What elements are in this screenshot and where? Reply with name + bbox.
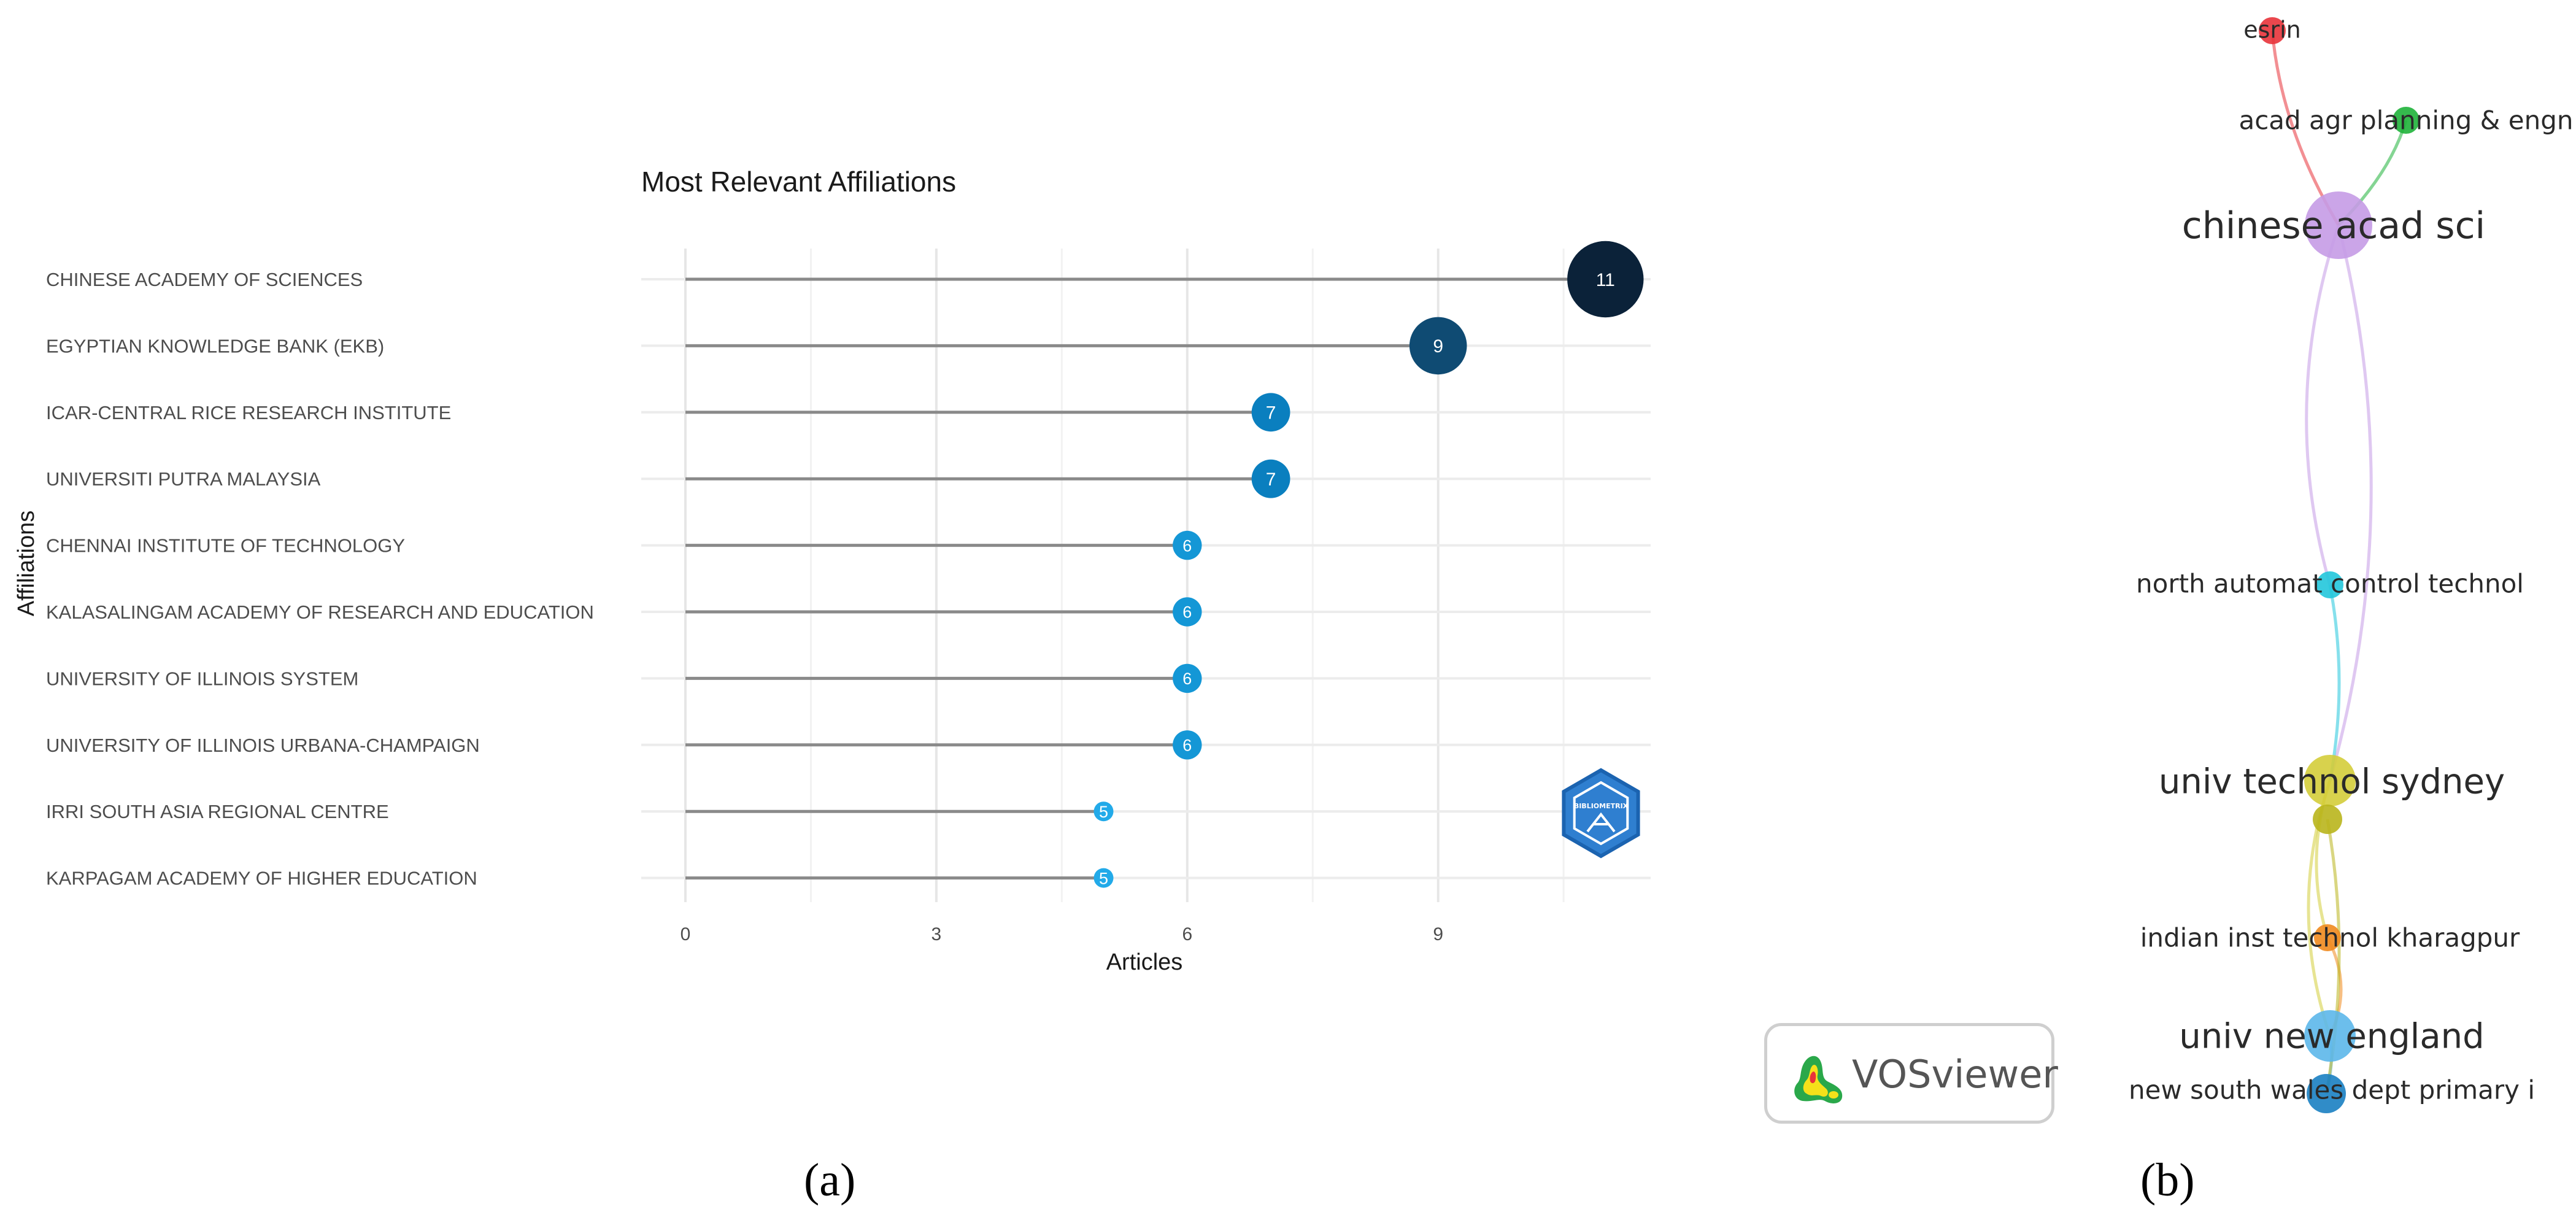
lollipop-point [1173,730,1202,760]
network-node-label: chinese acad sci [2182,204,2485,247]
lollipop-point [1173,530,1202,560]
data-label: 7 [1266,469,1276,490]
lollipop-point [1409,317,1467,375]
x-tick-label: 9 [1433,924,1443,944]
lollipop-point [1093,801,1114,822]
network-node [2304,1010,2356,1062]
network-node [2304,755,2356,806]
network-node-label: indian inst technol kharagpur [2140,923,2520,953]
data-label: 7 [1266,403,1276,423]
lollipop-point [1251,459,1290,498]
data-label: 6 [1182,536,1192,555]
lollipop-point [1567,241,1644,318]
x-tick-label: 0 [681,924,691,944]
y-axis-title: Affiliations [13,511,39,617]
x-tick-label: 3 [931,924,942,944]
category-label: IRRI SOUTH ASIA REGIONAL CENTRE [46,801,389,822]
vosviewer-label: VOSviewer [1852,1052,2058,1097]
data-label: 6 [1182,736,1192,755]
network-node [2313,805,2342,834]
data-label: 11 [1596,270,1615,290]
data-label: 5 [1099,869,1108,887]
lollipop-point [1173,663,1202,693]
network-node [2307,1074,2346,1113]
network-node-label: acad agr planning & engn [2239,106,2573,136]
affiliation-network-map: esrin acad agr planning & engn chinese aca… [2129,16,2574,1113]
data-label: 5 [1099,803,1108,821]
bibliometrix-logo-inner [1573,781,1629,846]
network-node-label: esrin [2243,16,2300,43]
bibliometrix-logo-mark [1586,812,1616,833]
data-label: 9 [1433,336,1443,357]
category-label: KARPAGAM ACADEMY OF HIGHER EDUCATION [46,868,477,889]
vosviewer-heatmap-icon [1794,1056,1843,1103]
network-node [2314,924,2341,951]
network-node [2393,107,2420,134]
x-axis-title: Articles [1106,949,1183,975]
category-label: CHINESE ACADEMY OF SCIENCES [46,269,363,290]
category-label: UNIVERSITY OF ILLINOIS URBANA-CHAMPAIGN [46,735,480,756]
network-link [2305,225,2340,585]
category-label: ICAR-CENTRAL RICE RESEARCH INSTITUTE [46,402,451,423]
category-label: KALASALINGAM ACADEMY OF RESEARCH AND EDU… [46,601,594,623]
chart-title: Most Relevant Affiliations [641,166,956,198]
category-label: UNIVERSITI PUTRA MALAYSIA [46,468,321,490]
network-node-label: new south wales dept primary i [2129,1075,2535,1105]
panel-label-a: (a) [804,1154,856,1206]
network-node [2316,571,2343,598]
network-node-label: univ new england [2179,1017,2484,1057]
category-label: UNIVERSITY OF ILLINOIS SYSTEM [46,668,358,689]
vosviewer-logo: VOSviewer [1764,1023,2058,1124]
data-label: 6 [1182,670,1192,688]
data-label: 6 [1182,603,1192,622]
lollipop-point [1251,393,1290,432]
network-node-label: univ technol sydney [2159,762,2505,802]
panel-label-b: (b) [2140,1154,2195,1206]
network-link [2328,225,2373,781]
lollipop-point [1173,597,1202,627]
network-node [2305,191,2372,259]
network-node [2259,17,2286,44]
category-label: EGYPTIAN KNOWLEDGE BANK (EKB) [46,335,384,357]
x-tick-label: 6 [1182,924,1192,944]
affiliations-lollipop-chart: Most Relevant Affiliations 0 3 6 9 Articles Af… [13,166,1651,975]
lollipop-point [1093,868,1114,888]
bibliometrix-logo-text: BIBLIOMETRIX [1574,802,1629,810]
network-node-label: north automat control technol [2136,569,2524,599]
category-label: CHENNAI INSTITUTE OF TECHNOLOGY [46,535,405,557]
